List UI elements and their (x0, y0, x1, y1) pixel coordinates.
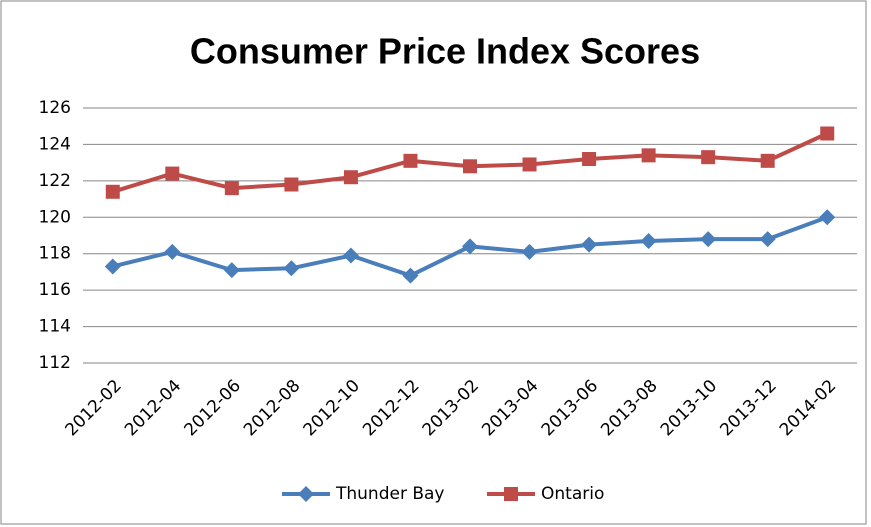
data-point (640, 232, 657, 249)
legend-marker (298, 486, 314, 502)
chart-title: Consumer Price Index Scores (190, 31, 700, 72)
data-point (819, 209, 836, 226)
data-point (343, 170, 358, 185)
data-point (522, 157, 537, 172)
data-point (223, 262, 240, 279)
legend-label: Thunder Bay (335, 484, 445, 504)
data-point (462, 238, 478, 255)
legend-marker (504, 487, 518, 501)
data-point (700, 231, 717, 248)
data-point (581, 236, 598, 253)
data-point (402, 267, 419, 284)
data-point (224, 181, 239, 196)
y-tick-label: 124 (39, 134, 71, 154)
data-point (820, 126, 835, 141)
data-point (284, 177, 299, 192)
y-tick-label: 112 (39, 353, 71, 373)
data-point (104, 258, 121, 275)
y-tick-label: 126 (39, 98, 71, 118)
data-point (701, 150, 716, 165)
y-tick-label: 116 (39, 280, 71, 300)
data-point (164, 243, 181, 260)
data-point (105, 184, 120, 199)
data-point (760, 153, 775, 168)
data-point (342, 247, 359, 264)
y-tick-label: 120 (39, 207, 71, 227)
data-point (582, 152, 597, 166)
data-point (283, 260, 300, 277)
data-point (463, 159, 477, 174)
data-point (641, 148, 656, 163)
data-point (759, 231, 776, 248)
y-tick-label: 122 (39, 171, 71, 191)
y-tick-label: 118 (39, 244, 71, 264)
data-point (165, 166, 180, 181)
legend-label: Ontario (541, 484, 604, 504)
y-tick-label: 114 (39, 317, 71, 337)
data-point (403, 153, 418, 168)
data-point (521, 243, 538, 260)
